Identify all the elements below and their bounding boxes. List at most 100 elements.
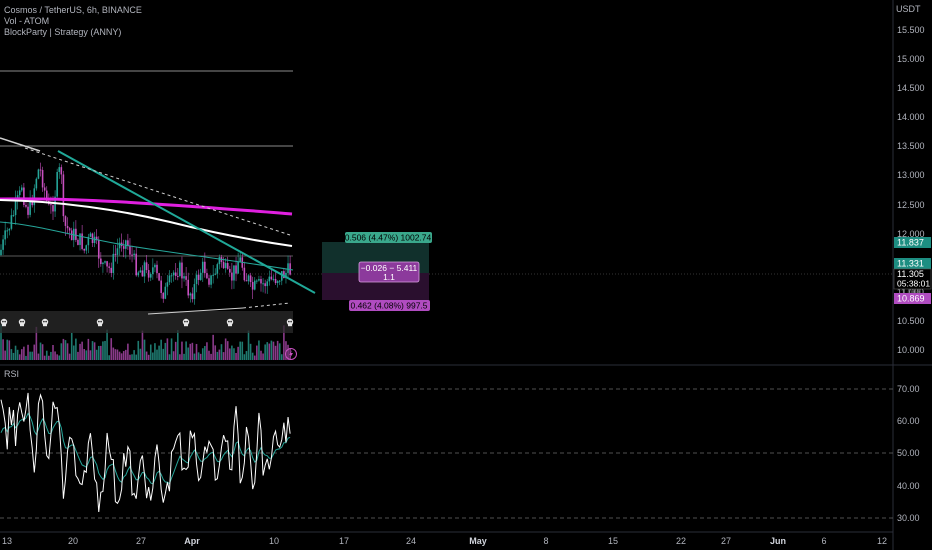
volume-bar <box>27 344 29 360</box>
candle-body <box>264 283 266 287</box>
skull-icon <box>0 318 8 327</box>
volume-bar <box>154 343 156 360</box>
stop-label[interactable]: 0.462 (4.08%) 997.5 <box>349 300 430 311</box>
volume-bar <box>187 347 189 360</box>
volume-bar <box>181 341 183 360</box>
moving-average-white[interactable] <box>0 199 293 247</box>
strategy-band <box>0 311 293 333</box>
candle-body <box>274 278 277 284</box>
lightning-icon[interactable] <box>285 348 297 360</box>
candle-body <box>174 272 177 276</box>
volume-bar <box>160 339 162 360</box>
candle-body <box>25 204 27 207</box>
price-tick-label: 10.500 <box>897 316 925 326</box>
rsi-line[interactable] <box>0 392 291 513</box>
candle-body <box>197 274 200 280</box>
candle-body <box>8 228 11 231</box>
volume-bar <box>102 341 104 360</box>
volume-bar <box>137 340 140 360</box>
trend-line-support-dashed[interactable] <box>242 302 291 309</box>
volume-bar <box>264 344 266 360</box>
time-tick-label: 27 <box>136 536 146 546</box>
target-label[interactable]: 0.506 (4.47%) 1002.74 <box>345 232 432 243</box>
svg-text:0.462 (4.08%) 997.5: 0.462 (4.08%) 997.5 <box>350 301 427 311</box>
risk-reward-label[interactable]: −0.026 − 5.411 1.1 <box>358 261 420 283</box>
volume-bar <box>122 351 125 360</box>
volume-bar <box>158 345 160 360</box>
moving-average-magenta[interactable] <box>0 197 293 216</box>
volume-bar <box>251 352 254 360</box>
volume-bar <box>191 342 194 360</box>
candle-body <box>285 272 287 279</box>
price-tick-label: 13.500 <box>897 141 925 151</box>
volume-bar <box>268 343 271 360</box>
currency-label: USDT <box>896 4 921 14</box>
candle-body <box>2 239 4 250</box>
svg-text:10.869: 10.869 <box>897 294 925 304</box>
candle-body <box>195 274 198 285</box>
candle-body <box>158 273 160 281</box>
strategy-legend[interactable]: BlockParty | Strategy (ANNY) <box>4 27 122 37</box>
time-tick-label: 20 <box>68 536 78 546</box>
candle-body <box>83 248 85 251</box>
candle-body <box>179 262 181 277</box>
volume-bar <box>241 341 244 360</box>
candle-body <box>52 205 54 212</box>
candle-body <box>185 276 187 280</box>
candle-body <box>187 279 189 296</box>
candle-body <box>245 280 248 282</box>
candle-body <box>235 265 237 274</box>
volume-bar <box>204 346 206 360</box>
rsi-axis[interactable]: 70.00 60.00 50.00 40.00 30.00 <box>897 384 920 523</box>
volume-bar <box>197 352 200 360</box>
candle-body <box>141 270 144 277</box>
trend-line-teal[interactable] <box>57 150 316 294</box>
trend-line-white-stub[interactable] <box>0 137 41 152</box>
trend-line-support[interactable] <box>147 307 244 315</box>
symbol-title[interactable]: Cosmos / TetherUS, 6h, BINANCE <box>4 5 142 15</box>
volume-bar <box>25 355 27 360</box>
time-axis[interactable]: 13 20 27 Apr 10 17 24 May 8 15 22 27 Jun 6 12 <box>2 536 887 546</box>
volume-legend[interactable]: Vol - ATOM <box>4 16 50 26</box>
candle-body <box>216 264 219 274</box>
volume-bar <box>68 353 71 360</box>
volume-bar <box>143 339 146 360</box>
volume-bar <box>10 349 13 360</box>
volume-bar <box>218 349 221 360</box>
candle-body <box>131 254 133 256</box>
candle-body <box>45 190 48 201</box>
volume-bar <box>43 355 46 360</box>
candle-body <box>35 178 38 189</box>
candle-body <box>243 267 246 281</box>
moving-average-teal[interactable] <box>0 221 294 271</box>
volume-bar <box>83 349 85 360</box>
candle-body <box>237 261 239 274</box>
volume-bar <box>170 338 173 360</box>
candle-body <box>137 272 140 276</box>
volume-bar <box>56 354 58 360</box>
volume-bar <box>52 345 54 360</box>
time-tick-label: Jun <box>770 536 786 546</box>
volume-bar <box>278 343 281 360</box>
volume-bar <box>168 354 171 360</box>
volume-bar <box>185 341 187 360</box>
volume-bar <box>104 340 106 360</box>
trend-line-dashed-upper[interactable] <box>24 147 291 236</box>
volume-bar <box>233 348 235 360</box>
volume-bar <box>64 340 67 360</box>
badge-upper: 11.837 <box>894 237 931 248</box>
volume-bar <box>237 346 239 360</box>
candle-body <box>233 265 235 281</box>
candle-body <box>125 240 127 249</box>
volume-bar <box>249 343 252 360</box>
candle-body <box>193 284 196 300</box>
volume-bar <box>48 355 50 360</box>
time-tick-label: 13 <box>2 536 12 546</box>
volume-bar <box>212 334 214 360</box>
candle-body <box>91 233 94 243</box>
rsi-signal-line[interactable] <box>0 412 291 485</box>
volume-bar <box>37 353 40 360</box>
volume-bar <box>253 355 256 360</box>
time-tick-label: 22 <box>676 536 686 546</box>
